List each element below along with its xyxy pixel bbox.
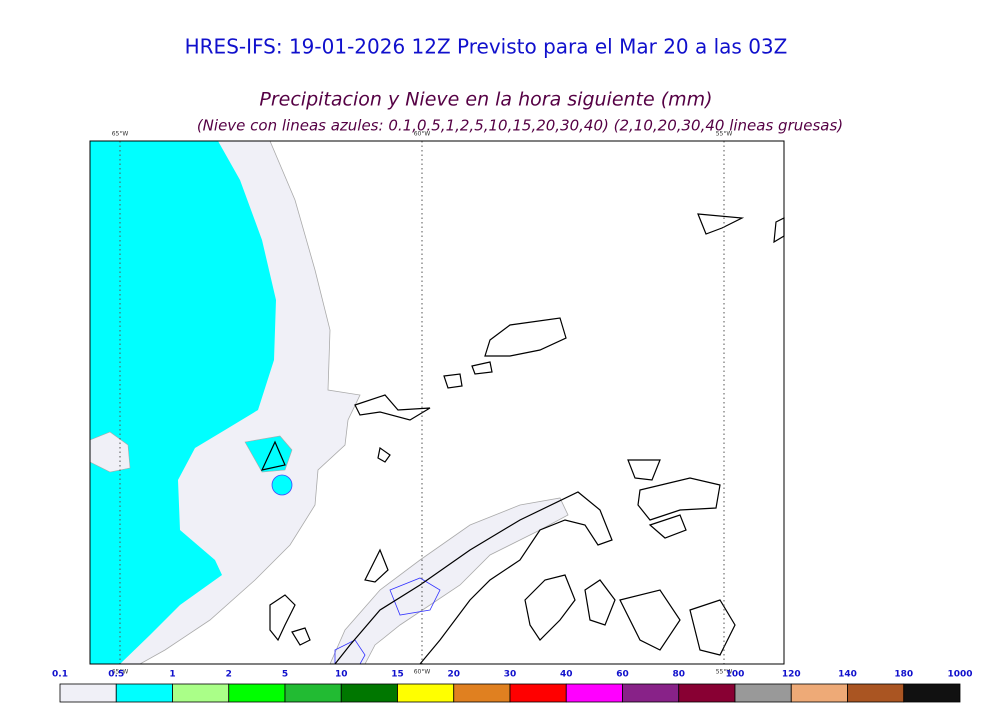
lon-label: 65°W: [112, 131, 129, 138]
colorbar-label: 2: [226, 670, 232, 680]
map-frame: [89, 140, 785, 665]
lon-label: 65°W: [112, 669, 129, 676]
colorbar-swatch: [115, 683, 173, 703]
colorbar-swatch: [340, 683, 398, 703]
colorbar-swatch: [172, 683, 230, 703]
precip-light: [329, 497, 569, 665]
subtitle: Precipitacion y Nieve en la hora siguien…: [259, 89, 712, 111]
colorbar-swatch: [397, 683, 455, 703]
colorbar-label: 1: [169, 670, 175, 680]
subtitle-note: (Nieve con lineas azules: 0.1,0.5,1,2,5,…: [197, 117, 843, 135]
colorbar-swatch: [622, 683, 680, 703]
lon-label: 60°W: [414, 669, 431, 676]
coastline: [260, 213, 785, 665]
colorbar-label: 40: [560, 670, 573, 680]
colorbar-label: 60: [616, 670, 629, 680]
colorbar-swatch: [903, 683, 961, 703]
colorbar-label: 120: [782, 670, 801, 680]
colorbar-swatch: [59, 683, 117, 703]
colorbar-label: 15: [391, 670, 404, 680]
colorbar-swatch: [565, 683, 623, 703]
colorbar-label: 180: [894, 670, 913, 680]
map: 65°W 60°W 55°W 65°W 60°W 55°W: [89, 131, 785, 676]
colorbar-label: 0.1: [52, 670, 68, 680]
precip-cyan: [90, 141, 276, 664]
colorbar-swatch: [847, 683, 905, 703]
colorbar-swatch: [228, 683, 286, 703]
colorbar-label: 10: [335, 670, 348, 680]
snow-contour: [334, 577, 441, 665]
colorbar-swatch: [509, 683, 567, 703]
colorbar-swatch: [453, 683, 511, 703]
precip-cyan: [271, 474, 293, 496]
colorbar-label: 80: [672, 670, 685, 680]
lon-label: 55°W: [716, 131, 733, 138]
colorbar-label: 100: [726, 670, 745, 680]
precip-cyan: [244, 435, 293, 473]
lon-label: 60°W: [414, 131, 431, 138]
colorbar-swatch: [284, 683, 342, 703]
colorbar-label: 30: [504, 670, 517, 680]
colorbar-swatch: [678, 683, 736, 703]
title: HRES-IFS: 19-01-2026 12Z Previsto para e…: [185, 35, 788, 59]
colorbar-label: 20: [447, 670, 460, 680]
colorbar-swatch: [790, 683, 848, 703]
colorbar: 0.1 0.5 1 2 5 10 15 20 30 40 60 80 100 120 140 180 1000: [52, 670, 973, 703]
colorbar-swatch: [734, 683, 792, 703]
colorbar-label: 1000: [947, 670, 972, 680]
colorbar-label: 5: [282, 670, 288, 680]
lon-label: 55°W: [716, 669, 733, 676]
colorbar-label: 140: [838, 670, 857, 680]
colorbar-label: 0.5: [108, 670, 124, 680]
